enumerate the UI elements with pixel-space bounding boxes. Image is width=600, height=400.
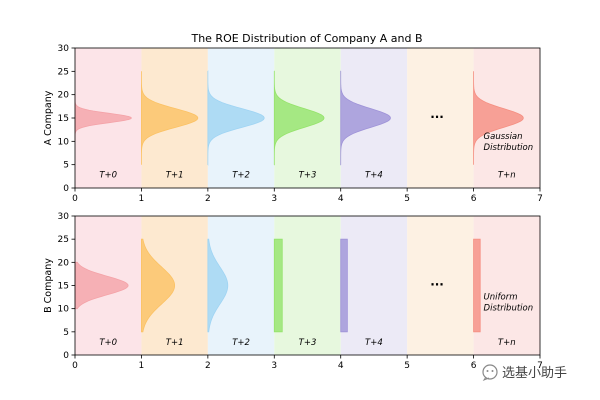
- x-tick-label: 1: [139, 194, 145, 204]
- period-band: [407, 216, 474, 355]
- distribution-shape: [141, 238, 176, 333]
- distribution-shape: [74, 261, 129, 310]
- period-label: T+n: [498, 338, 516, 348]
- period-label: T+n: [498, 171, 516, 181]
- distribution-shape: [141, 71, 199, 165]
- y-tick-label: 10: [58, 305, 70, 315]
- y-tick-label: 10: [58, 137, 70, 147]
- distribution-shape: [473, 238, 481, 333]
- period-label: T+4: [365, 171, 383, 181]
- x-tick-label: 1: [139, 361, 145, 371]
- distribution-note: Distribution: [484, 303, 534, 313]
- distribution-shape: [207, 70, 265, 166]
- period-band: [274, 216, 341, 355]
- period-label: T+4: [365, 338, 383, 348]
- y-tick-label: 15: [58, 282, 69, 292]
- distribution-note: Uniform: [484, 292, 518, 302]
- y-tick-label: 5: [63, 161, 69, 171]
- panel-a-company: 0 5 10 15 20 25 30 0 1 2 3 4 5 6 7 A Company T+0 T+1 T+2 T+…: [43, 44, 543, 204]
- x-tick-label: 0: [72, 194, 78, 204]
- period-label: T+0: [99, 171, 117, 181]
- wechat-icon: [482, 364, 498, 382]
- distribution-shape: [473, 71, 524, 165]
- period-band: [340, 216, 408, 355]
- x-tick-label: 2: [205, 361, 211, 371]
- chart-title: The ROE Distribution of Company A and B: [190, 32, 422, 45]
- period-band: [407, 48, 474, 188]
- period-label: T+1: [166, 171, 184, 181]
- x-tick-label: 2: [205, 194, 211, 204]
- distribution-shape: [340, 238, 348, 333]
- x-tick-label: 7: [537, 361, 543, 371]
- x-tick-label: 4: [338, 194, 344, 204]
- distribution-shape: [273, 238, 283, 333]
- y-axis-label: B Company: [43, 258, 54, 313]
- y-tick-label: 0: [63, 351, 69, 361]
- y-tick-label: 25: [58, 235, 69, 245]
- x-tick-label: 4: [338, 361, 344, 371]
- x-tick-label: 5: [404, 361, 410, 371]
- period-label: T+0: [99, 338, 117, 348]
- period-label: T+3: [299, 338, 317, 348]
- distribution-shape: [207, 238, 229, 333]
- ellipsis-label: ...: [430, 275, 444, 289]
- watermark: 选基小助手: [482, 364, 567, 382]
- x-tick-label: 7: [537, 194, 543, 204]
- y-tick-label: 25: [58, 67, 69, 77]
- x-tick-label: 5: [404, 194, 410, 204]
- distribution-note: Distribution: [484, 143, 534, 153]
- y-tick-label: 30: [58, 212, 70, 222]
- y-tick-label: 20: [58, 258, 70, 268]
- period-label: T+2: [232, 171, 250, 181]
- ellipsis-label: ...: [430, 107, 444, 121]
- period-band: [473, 216, 540, 355]
- x-tick-label: 6: [471, 361, 477, 371]
- distribution-shape: [340, 70, 391, 166]
- distribution-shape: [273, 70, 325, 166]
- x-tick-label: 3: [271, 361, 277, 371]
- watermark-text: 选基小助手: [502, 366, 567, 381]
- panel-b-company: 0 5 10 15 20 25 30 0 1 2 3 4 5 6 7 B Company T+0 T+1 T+2 T+…: [43, 212, 543, 371]
- period-label: T+3: [299, 171, 317, 181]
- x-tick-label: 3: [271, 194, 277, 204]
- y-tick-label: 0: [63, 184, 69, 194]
- x-tick-label: 0: [72, 361, 78, 371]
- y-axis-label: A Company: [43, 90, 54, 145]
- distribution-note: Gaussian: [484, 132, 523, 142]
- y-tick-label: 15: [58, 114, 69, 124]
- x-tick-label: 6: [471, 194, 477, 204]
- y-tick-label: 5: [63, 328, 69, 338]
- y-tick-label: 30: [58, 44, 70, 54]
- period-label: T+1: [166, 338, 184, 348]
- period-label: T+2: [232, 338, 250, 348]
- y-tick-label: 20: [58, 91, 70, 101]
